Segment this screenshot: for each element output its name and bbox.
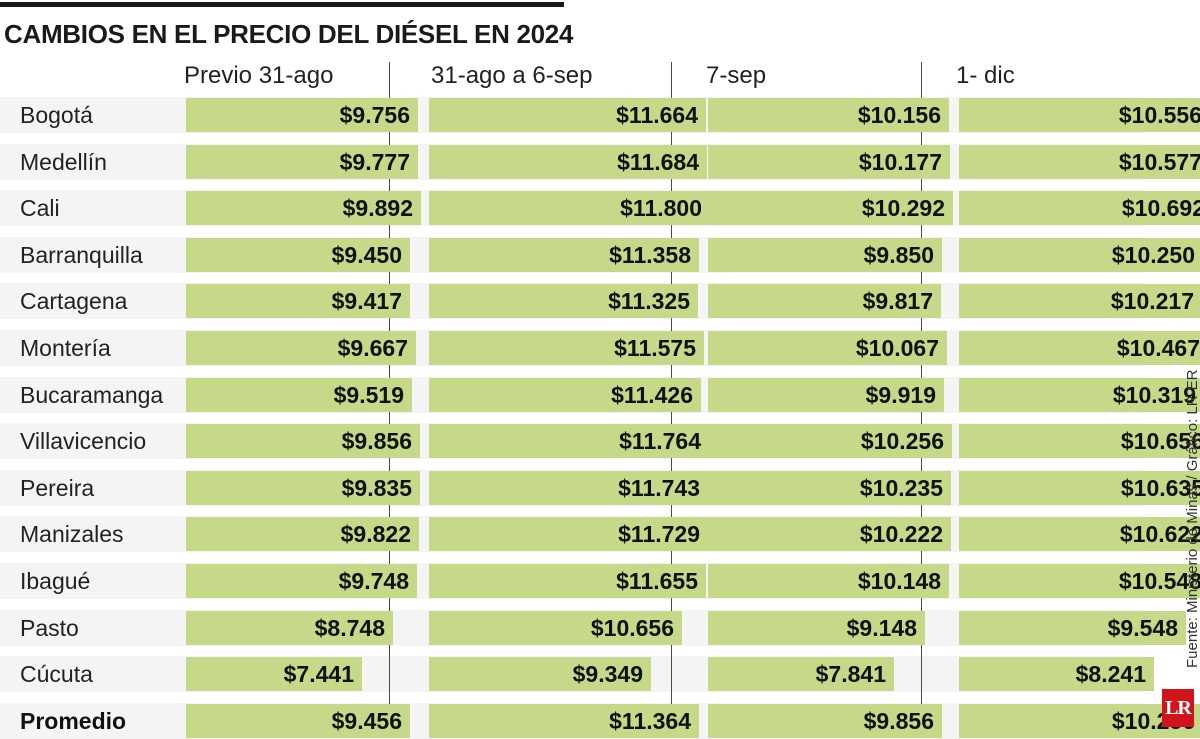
- price-bar: $10.177: [708, 144, 950, 179]
- price-bar: $11.729: [429, 517, 708, 552]
- price-bar: $10.067: [708, 331, 947, 365]
- city-label: Pasto: [20, 614, 79, 641]
- price-bar: $9.817: [708, 284, 941, 319]
- city-label: Bucaramanga: [20, 381, 164, 408]
- city-label: Promedio: [20, 707, 127, 734]
- price-bar: $9.856: [708, 703, 942, 738]
- price-bar: $9.850: [708, 237, 942, 272]
- price-bar: $9.349: [429, 657, 651, 692]
- price-bar: $7.441: [186, 657, 362, 692]
- column-header: 31-ago a 6-sep: [431, 62, 593, 89]
- price-bar: $8.748: [186, 610, 393, 645]
- price-bar: $10.656: [429, 610, 682, 645]
- price-bar: $10.156: [708, 98, 949, 132]
- price-bar: $9.756: [186, 98, 418, 132]
- lr-logo: LR: [1162, 689, 1194, 727]
- price-bar: $9.450: [186, 237, 410, 272]
- chart-title: CAMBIOS EN EL PRECIO DEL DIÉSEL EN 2024: [4, 19, 574, 49]
- column-header: 1- dic: [956, 62, 1015, 89]
- city-label: Barranquilla: [20, 241, 143, 268]
- price-bar: $11.575: [429, 331, 704, 365]
- price-bar: $9.519: [186, 377, 412, 412]
- price-bar: $11.764: [429, 424, 709, 459]
- price-bar: $9.822: [186, 517, 419, 552]
- price-bar: $11.655: [429, 564, 706, 598]
- city-label: Montería: [20, 335, 111, 361]
- price-bar: $10.622: [959, 517, 1200, 552]
- city-label: Medellín: [20, 148, 107, 175]
- price-bar: $9.919: [708, 377, 944, 412]
- price-bar: $9.777: [186, 144, 418, 179]
- price-bar: $9.856: [186, 424, 420, 459]
- price-bar: $10.256: [708, 424, 952, 459]
- price-bar: $11.325: [429, 284, 698, 319]
- price-bar: $7.841: [708, 657, 894, 692]
- price-bar: $11.358: [429, 237, 699, 272]
- price-bar: $10.548: [959, 564, 1200, 598]
- price-bar: $9.892: [186, 191, 421, 226]
- city-label: Cali: [20, 195, 60, 222]
- price-bar: $10.656: [959, 424, 1200, 459]
- price-bar: $11.684: [429, 144, 707, 179]
- top-rule: [0, 2, 564, 7]
- price-bar: $10.292: [708, 191, 953, 226]
- city-label: Cúcuta: [20, 661, 93, 688]
- price-bar: $10.692: [959, 191, 1200, 226]
- price-bar: $11.800: [429, 191, 710, 226]
- price-bar: $10.222: [708, 517, 951, 552]
- price-bar: $10.556: [959, 98, 1200, 132]
- price-bar: $11.426: [429, 377, 701, 412]
- price-bar: $10.577: [959, 144, 1200, 179]
- price-bar: $8.241: [959, 657, 1154, 692]
- price-bar: $10.235: [708, 470, 951, 505]
- city-label: Bogotá: [20, 102, 93, 128]
- price-bar: $10.250: [959, 237, 1200, 272]
- price-bar: $10.319: [959, 377, 1200, 412]
- city-label: Villavicencio: [20, 428, 147, 455]
- price-bar: $11.364: [429, 703, 699, 738]
- city-label: Cartagena: [20, 288, 128, 315]
- price-bar: $10.148: [708, 564, 949, 598]
- column-header: Previo 31-ago: [184, 62, 334, 89]
- city-label: Ibagué: [20, 568, 91, 594]
- price-bar: $11.664: [429, 98, 706, 132]
- city-label: Manizales: [20, 521, 124, 548]
- source-note: Fuente: Ministerio de Minas / Gráfico: L…: [1184, 369, 1200, 668]
- price-bar: $9.456: [186, 703, 410, 738]
- price-bar: $9.548: [959, 610, 1186, 645]
- price-bar: $10.635: [959, 470, 1200, 505]
- price-bar: $11.743: [429, 470, 708, 505]
- price-bar: $10.217: [959, 284, 1200, 319]
- price-bar: $9.835: [186, 470, 420, 505]
- price-bar: $10.467: [959, 331, 1200, 365]
- city-label: Pereira: [20, 474, 95, 501]
- price-bar: $9.667: [186, 331, 416, 365]
- price-bar: $9.417: [186, 284, 410, 319]
- price-bar: $9.748: [186, 564, 417, 598]
- column-header: 7-sep: [706, 62, 767, 89]
- price-bar: $9.148: [708, 610, 925, 645]
